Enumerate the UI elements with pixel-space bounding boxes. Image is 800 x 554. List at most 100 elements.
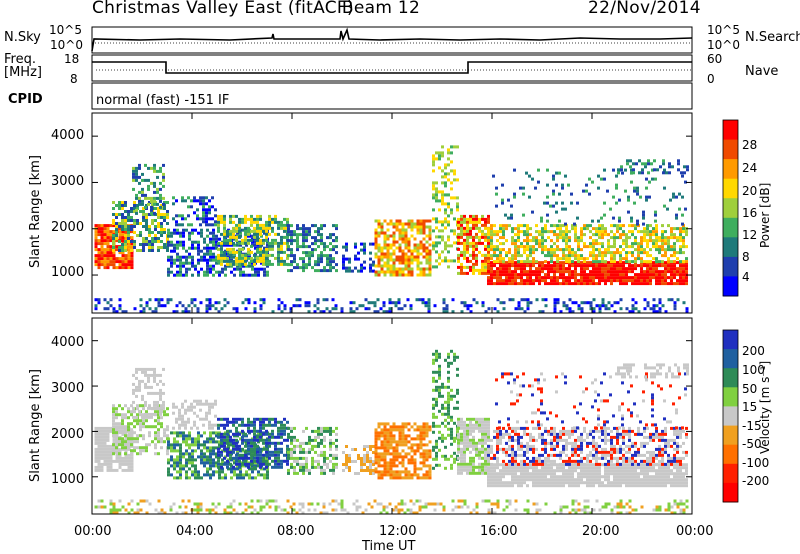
heatmap-cell — [238, 456, 241, 460]
heatmap-cell — [634, 307, 638, 311]
heatmap-cell — [247, 438, 250, 442]
heatmap-cell — [259, 438, 262, 442]
heatmap-cell — [241, 220, 244, 224]
heatmap-cell — [662, 171, 665, 175]
heatmap-cell — [241, 217, 244, 221]
heatmap-cell — [529, 282, 532, 286]
heatmap-cell — [441, 169, 444, 173]
heatmap-cell — [138, 181, 141, 185]
heatmap-cell — [630, 216, 633, 220]
heatmap-cell — [526, 276, 529, 280]
velocity-cbar-tick-100: 100 — [742, 363, 765, 377]
heatmap-cell — [673, 282, 676, 286]
heatmap-cell — [196, 426, 199, 430]
heatmap-cell — [229, 235, 232, 239]
heatmap-cell — [419, 240, 423, 244]
heatmap-cell — [262, 238, 265, 242]
heatmap-cell — [236, 264, 239, 268]
heatmap-cell — [112, 224, 116, 228]
heatmap-cell — [170, 264, 173, 268]
heatmap-cell — [392, 267, 396, 271]
heatmap-cell — [472, 271, 475, 275]
heatmap-cell — [508, 251, 511, 255]
heatmap-cell — [311, 248, 314, 252]
heatmap-cell — [601, 298, 605, 302]
heatmap-cell — [173, 246, 176, 250]
heatmap-cell — [377, 225, 381, 229]
heatmap-cell — [223, 441, 226, 445]
heatmap-cell — [233, 473, 236, 477]
heatmap-cell — [256, 438, 259, 442]
heatmap-cell — [106, 429, 110, 433]
heatmap-cell — [383, 464, 387, 468]
heatmap-cell — [132, 373, 135, 377]
heatmap-cell — [259, 238, 262, 242]
heatmap-cell — [363, 469, 366, 472]
heatmap-cell — [166, 407, 169, 411]
heatmap-cell — [238, 462, 241, 466]
heatmap-cell — [529, 239, 532, 243]
heatmap-cell — [425, 255, 429, 259]
heatmap-cell — [160, 228, 163, 231]
heatmap-cell — [398, 249, 402, 253]
heatmap-cell — [191, 243, 194, 247]
heatmap-cell — [562, 239, 565, 243]
heatmap-cell — [552, 192, 555, 196]
heatmap-cell — [472, 253, 475, 257]
heatmap-cell — [118, 236, 122, 240]
heatmap-cell — [130, 443, 133, 447]
heatmap-cell — [271, 262, 274, 266]
heatmap-cell — [167, 461, 170, 465]
heatmap-cell — [100, 435, 104, 439]
heatmap-cell — [217, 253, 220, 257]
heatmap-cell — [649, 276, 652, 280]
heatmap-cell — [229, 250, 232, 254]
heatmap-cell — [511, 270, 514, 274]
heatmap-cell — [268, 247, 271, 251]
heatmap-cell — [620, 165, 623, 169]
heatmap-cell — [153, 199, 156, 203]
heatmap-cell — [453, 178, 456, 182]
heatmap-cell — [206, 270, 209, 274]
heatmap-cell — [643, 233, 646, 237]
heatmap-cell — [661, 282, 664, 286]
heatmap-cell — [253, 307, 257, 311]
heatmap-cell — [441, 199, 444, 203]
heatmap-cell — [253, 447, 256, 451]
heatmap-cell — [124, 219, 127, 222]
heatmap-cell — [526, 307, 530, 311]
heatmap-cell — [669, 198, 672, 202]
heatmap-cell — [317, 233, 320, 237]
heatmap-cell — [265, 250, 268, 254]
heatmap-cell — [103, 432, 107, 436]
heatmap-cell — [206, 261, 209, 265]
heatmap-cell — [233, 273, 236, 277]
heatmap-cell — [156, 169, 159, 173]
heatmap-cell — [345, 463, 348, 466]
heatmap-cell — [262, 417, 265, 421]
heatmap-cell — [607, 276, 610, 280]
heatmap-cell — [232, 441, 235, 445]
heatmap-cell — [188, 446, 191, 450]
heatmap-cell — [206, 470, 209, 474]
heatmap-cell — [271, 450, 274, 454]
heatmap-cell — [209, 452, 212, 456]
heatmap-cell — [121, 419, 124, 423]
heatmap-cell — [640, 239, 643, 243]
heatmap-cell — [349, 301, 353, 305]
heatmap-cell — [97, 248, 101, 252]
heatmap-cell — [374, 231, 378, 235]
heatmap-cell — [441, 181, 444, 185]
heatmap-cell — [501, 201, 504, 205]
heatmap-cell — [523, 233, 526, 237]
heatmap-cell — [130, 263, 134, 267]
heatmap-cell — [389, 458, 393, 462]
heatmap-cell — [538, 261, 541, 265]
heatmap-cell — [603, 201, 606, 205]
heatmap-cell — [259, 253, 262, 257]
heatmap-cell — [616, 273, 619, 277]
heatmap-cell — [634, 279, 637, 283]
heatmap-cell — [377, 258, 381, 262]
heatmap-cell — [598, 264, 601, 268]
heatmap-cell — [463, 244, 466, 248]
